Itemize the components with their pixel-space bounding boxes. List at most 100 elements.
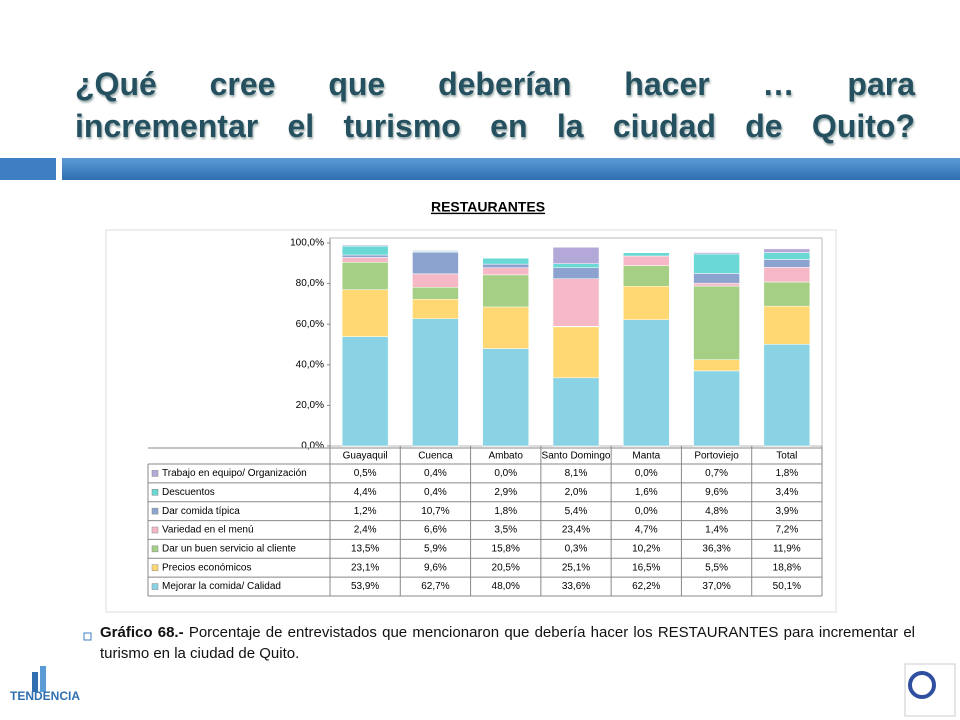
legend-swatch [151, 489, 159, 496]
legend-label: Mejorar la comida/ Calidad [162, 581, 281, 592]
data-label: 11,9% [773, 543, 801, 554]
legend-swatch [151, 564, 159, 571]
data-label: 6,6% [424, 525, 447, 536]
data-label: 62,2% [632, 581, 660, 592]
caption-label: Gráfico 68.- [100, 624, 184, 641]
bar-segment [623, 265, 670, 287]
y-tick-label: 20,0% [296, 400, 324, 411]
data-label: 18,8% [773, 562, 801, 573]
data-label: 5,5% [705, 562, 728, 573]
bar-segment [763, 344, 811, 447]
bar-segment [693, 285, 740, 360]
x-tick-label: Manta [632, 451, 660, 462]
chart-title: RESTAURANTES [431, 199, 545, 215]
data-label: 2,4% [354, 525, 377, 536]
bar-segment [482, 263, 529, 269]
data-label: 37,0% [702, 581, 730, 592]
x-tick-label: Ambato [488, 451, 523, 462]
bar-segment [412, 318, 459, 447]
y-tick-label: 0,0% [301, 441, 324, 452]
bar-segment [482, 274, 529, 308]
data-label: 1,6% [635, 487, 658, 498]
data-label: 3,5% [494, 525, 517, 536]
data-label: 0,7% [705, 468, 728, 479]
data-label: 9,6% [705, 487, 728, 498]
data-label: 13,5% [351, 543, 379, 554]
bar-segment [482, 267, 529, 276]
data-label: 0,4% [424, 468, 447, 479]
data-label: 20,5% [492, 562, 520, 573]
data-label: 16,5% [632, 562, 660, 573]
data-label: 3,9% [775, 506, 798, 517]
legend-label: Trabajo en equipo/ Organización [162, 468, 307, 479]
data-label: 4,8% [705, 506, 728, 517]
bar-segment [552, 377, 600, 447]
legend-swatch [151, 583, 159, 590]
data-label: 5,4% [565, 506, 588, 517]
data-label: 25,1% [562, 562, 590, 573]
data-label: 0,4% [424, 487, 447, 498]
y-tick-label: 100,0% [290, 238, 324, 249]
legend-swatch [151, 507, 159, 515]
bar-segment [763, 252, 811, 260]
bar-segment [693, 273, 740, 284]
bar-segment [552, 247, 600, 264]
data-label: 1,2% [354, 506, 377, 517]
data-label: 3,4% [775, 487, 798, 498]
bar-segment [763, 259, 811, 268]
title-line: ¿Qué cree que deberían hacer … para [75, 66, 915, 102]
legend-label: Descuentos [162, 487, 215, 498]
bar-segment [341, 289, 389, 337]
legend-swatch [151, 545, 159, 553]
data-label: 1,8% [775, 468, 798, 479]
bar-segment [482, 306, 529, 349]
data-label: 33,6% [562, 581, 590, 592]
data-label: 5,9% [424, 543, 447, 554]
data-label: 0,0% [635, 468, 658, 479]
bar-segment [623, 319, 670, 447]
data-label: 2,0% [565, 487, 588, 498]
bar-segment [623, 255, 670, 266]
data-label: 1,4% [705, 525, 728, 536]
bar-segment [693, 253, 740, 274]
bar-segment [341, 257, 389, 263]
bar-segment [341, 254, 389, 258]
legend-label: Precios económicos [162, 562, 251, 573]
bar-segment [412, 298, 459, 319]
bar-segment [623, 252, 670, 257]
y-tick-label: 60,0% [296, 319, 324, 330]
chart-frame [105, 229, 837, 613]
bar-segment [693, 282, 740, 287]
bar-segment [623, 285, 670, 320]
data-label: 8,1% [565, 468, 588, 479]
bar-segment [412, 273, 459, 288]
data-label: 4,4% [354, 487, 377, 498]
data-label: 10,7% [421, 506, 449, 517]
data-label: 0,0% [635, 506, 658, 517]
x-tick-label: Guayaquil [343, 451, 388, 462]
logo-right [904, 663, 956, 717]
bar-segment [552, 326, 600, 379]
bar-segment [482, 348, 529, 447]
bar-segment [693, 370, 740, 447]
bar-segment [341, 244, 389, 247]
data-label: 7,2% [775, 525, 798, 536]
data-label: 10,2% [632, 543, 660, 554]
data-label: 15,8% [492, 543, 520, 554]
bar-segment [763, 248, 811, 253]
data-label: 0,3% [565, 543, 588, 554]
data-label: 0,5% [354, 468, 377, 479]
data-label: 9,6% [424, 562, 447, 573]
bar-segment [482, 257, 529, 265]
bar-segment [693, 359, 740, 372]
caption-text: Porcentaje de entrevistados que menciona… [100, 624, 915, 662]
title-bar [0, 158, 56, 180]
bar-segment [412, 250, 459, 252]
bar-segment [552, 267, 600, 279]
bar-segment [341, 245, 389, 256]
title-line: incrementar el turismo en la ciudad de Q… [75, 108, 915, 144]
data-label: 23,1% [351, 562, 379, 573]
bar-segment [552, 278, 600, 327]
